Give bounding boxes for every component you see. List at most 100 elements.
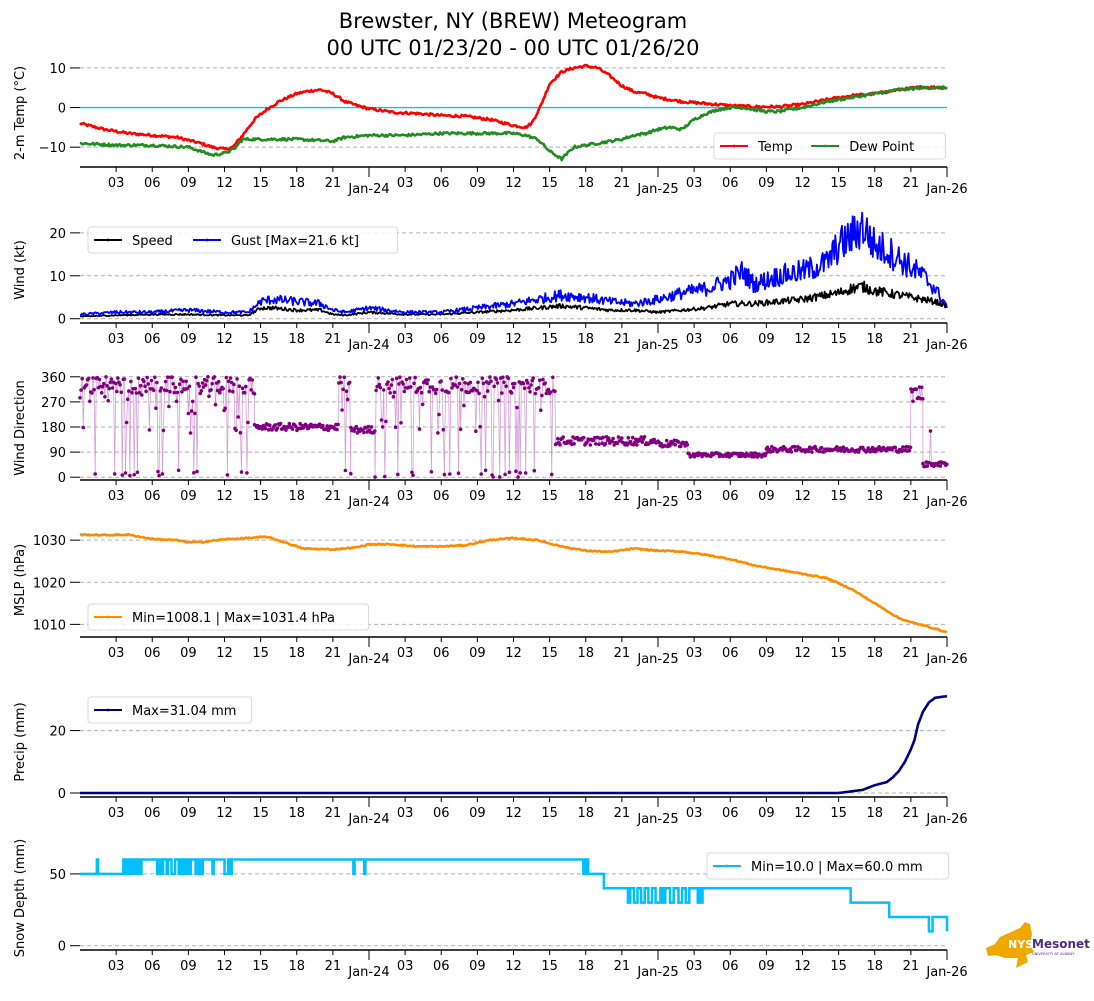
wind-direction-point [429, 470, 434, 474]
legend-precip: Max=31.04 mm [87, 696, 253, 724]
y-axis-label: Wind Direction [13, 380, 28, 476]
logo-university-text: UNIVERSITY AT ALBANY [1032, 952, 1075, 956]
x-hour-label: 09 [180, 959, 197, 974]
x-hour-label: 06 [144, 959, 161, 974]
wind-direction-point [134, 391, 139, 395]
wind-direction-point [572, 442, 576, 446]
wind-direction-point [412, 381, 416, 386]
legend-wind: Speed Gust [Max=21.6 kt] [87, 226, 398, 254]
x-hour-label: 12 [216, 646, 233, 661]
wind-direction-point [187, 384, 192, 389]
wind-direction-point [245, 471, 249, 475]
wind-direction-point [290, 427, 295, 431]
wind-direction-point [835, 445, 839, 449]
x-date-label: Jan-25 [636, 812, 678, 827]
legend-label: Temp [757, 140, 793, 155]
wind-direction-point [362, 430, 366, 435]
x-hour-label: 18 [866, 959, 883, 974]
wind-direction-point [137, 391, 142, 395]
wind-direction-point [813, 444, 817, 449]
wind-direction-point [235, 377, 239, 381]
wind-direction-point [496, 398, 501, 403]
x-hour-label: 21 [614, 176, 631, 191]
wind-direction-point [457, 381, 462, 386]
x-hour-label: 12 [216, 806, 233, 821]
wind-direction-point [551, 375, 555, 380]
wind-direction-point [155, 380, 159, 385]
x-hour-label: 18 [866, 332, 883, 347]
x-hour-label: 03 [108, 959, 125, 974]
x-hour-label: 12 [505, 959, 522, 974]
wind-direction-point [541, 377, 545, 382]
wind-direction-point [93, 472, 97, 476]
x-hour-label: 21 [903, 489, 920, 504]
wind-direction-point [792, 444, 797, 449]
wind-direction-point [601, 435, 606, 440]
wind-direction-point [240, 386, 245, 391]
wind-direction-point [232, 382, 236, 387]
wind-direction-point [652, 437, 657, 442]
wind-direction-point [140, 393, 144, 397]
y-tick-label: 20 [49, 725, 66, 740]
x-date-label: Jan-24 [347, 652, 389, 667]
y-tick-label: 10 [49, 270, 66, 285]
wind-direction-point [158, 389, 162, 393]
wind-direction-point [585, 440, 589, 444]
wind-direction-point [238, 431, 243, 435]
wind-direction-point [425, 381, 429, 386]
wind-direction-point [419, 390, 424, 395]
x-hour-label: 21 [903, 176, 920, 191]
wind-direction-point [207, 394, 211, 399]
wind-direction-point [437, 412, 441, 417]
x-hour-label: 03 [108, 646, 125, 661]
x-hour-label: 03 [686, 489, 703, 504]
x-hour-label: 21 [325, 806, 342, 821]
wind-direction-point [275, 426, 280, 431]
x-hour-label: 18 [866, 646, 883, 661]
wind-direction-point [124, 420, 129, 425]
wind-direction-point [373, 475, 377, 479]
wind-direction-point [345, 397, 350, 402]
wind-direction-point [615, 441, 620, 446]
wind-direction-point [411, 473, 415, 478]
x-hour-label: 06 [722, 959, 739, 974]
wind-direction-point [156, 469, 160, 474]
wind-direction-point [223, 406, 227, 411]
wind-direction-point [491, 475, 495, 479]
wind-direction-point [108, 380, 113, 385]
x-hour-label: 12 [505, 176, 522, 191]
x-hour-label: 09 [469, 806, 486, 821]
series-line-min=1008.1 [79, 532, 948, 634]
wind-direction-point [374, 388, 378, 393]
wind-direction-point [402, 389, 407, 394]
x-date-label: Jan-26 [925, 965, 967, 980]
x-hour-label: 03 [397, 959, 414, 974]
x-hour-label: 06 [144, 176, 161, 191]
wind-direction-point [86, 376, 91, 381]
x-hour-label: 18 [577, 806, 594, 821]
panel-wind: 0 10 20 Wind (kt) 03 06 09 12 15 18 21 Jan-24 03 06 09… [13, 211, 968, 353]
wind-direction-point [146, 382, 151, 386]
wind-direction-point [130, 390, 134, 395]
wind-direction-point [157, 473, 161, 478]
wind-direction-point [246, 420, 250, 425]
wind-direction-point [440, 388, 445, 392]
x-hour-label: 21 [903, 332, 920, 347]
x-hour-label: 03 [108, 332, 125, 347]
wind-direction-point [593, 442, 598, 446]
wind-direction-point [149, 378, 154, 383]
x-hour-label: 15 [252, 959, 269, 974]
wind-direction-point [234, 428, 238, 433]
wind-direction-point [603, 441, 608, 446]
wind-direction-point [435, 387, 439, 392]
wind-direction-point [239, 470, 244, 474]
wind-direction-point [173, 385, 178, 390]
y-axis-label: Snow Depth (mm) [13, 839, 28, 957]
y-tick-label: 270 [41, 396, 66, 411]
x-hour-label: 12 [216, 332, 233, 347]
new-york-state-map-icon [986, 922, 1034, 968]
x-hour-label: 09 [469, 489, 486, 504]
x-hour-label: 09 [180, 176, 197, 191]
legend-temp: Temp Dew Point [713, 132, 946, 160]
wind-direction-point [138, 383, 143, 388]
